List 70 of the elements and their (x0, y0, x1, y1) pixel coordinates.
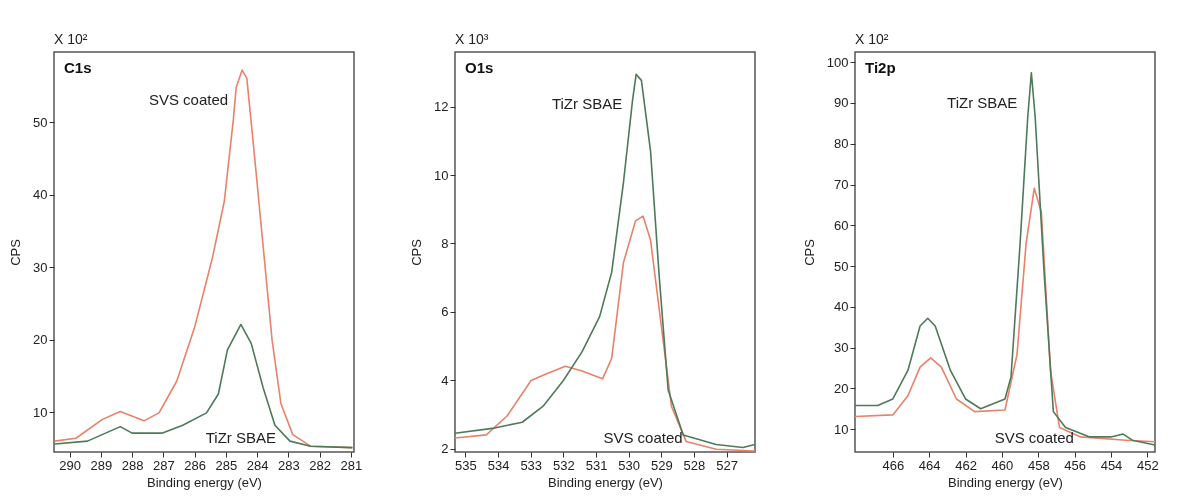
y-tick-label: 50 (33, 114, 48, 130)
x-tick-label: 458 (1027, 457, 1050, 473)
x-tick-label: 285 (215, 457, 238, 473)
y-tick-label: 12 (434, 99, 449, 115)
x-tick-label: 283 (278, 457, 300, 473)
y-tick-label: 10 (434, 167, 449, 183)
x-tick-label: 462 (955, 457, 977, 473)
chart-title: Ti2p (865, 59, 896, 76)
y-tick-label: 8 (441, 235, 449, 251)
y-tick-label: 40 (33, 187, 48, 203)
line-series (54, 323, 354, 449)
x-tick-label: 460 (991, 457, 1014, 473)
x-tick-label: 466 (882, 457, 905, 473)
series-label: TiZr SBAE (551, 95, 623, 113)
x-tick-label: 286 (184, 457, 206, 473)
x-tick-label: 452 (1137, 457, 1159, 473)
x-tick-label: 290 (59, 457, 81, 473)
y-tick-label: 80 (834, 136, 849, 152)
x-axis-title: Binding energy (eV) (948, 474, 1063, 490)
x-tick-label: 289 (90, 457, 113, 473)
y-tick-label: 50 (834, 258, 849, 274)
text: X 10² (54, 31, 88, 47)
x-tick-label: 528 (683, 457, 706, 473)
x-axis-title: Binding energy (eV) (548, 474, 663, 490)
y-tick-label: 6 (441, 304, 449, 320)
y-tick-label: 20 (834, 380, 849, 396)
y-axis-title: CPS (8, 238, 24, 266)
y-tick-label: 30 (834, 340, 849, 356)
text: O1s (465, 59, 494, 76)
y-tick-label: 4 (441, 372, 449, 388)
x-tick-label: 284 (246, 457, 269, 473)
x-tick-label: 535 (455, 457, 477, 473)
x-tick-label: 532 (553, 457, 575, 473)
y-tick-label: 90 (834, 95, 849, 111)
y-tick-label: 100 (826, 54, 849, 70)
series-label: SVS coated (148, 91, 229, 109)
x-tick-label: 282 (309, 457, 331, 473)
y-tick-label: 40 (834, 299, 849, 315)
y-tick-label: 70 (834, 177, 849, 193)
x-tick-label: 531 (585, 457, 608, 473)
series-label: SVS coated (994, 429, 1074, 446)
x-tick-label: 464 (918, 457, 941, 473)
x-tick-label: 281 (340, 457, 363, 473)
line-series (855, 187, 1155, 443)
y-tick-label: 60 (834, 217, 849, 233)
y-tick-label: 10 (33, 404, 48, 420)
series-label: TiZr SBAE (205, 429, 277, 446)
x-tick-label: 456 (1064, 457, 1086, 473)
line-series (455, 73, 755, 449)
x-tick-label: 287 (153, 457, 175, 473)
x-axis-title: Binding energy (eV) (147, 474, 262, 490)
text: X 10³ (455, 31, 489, 47)
x-tick-label: 454 (1100, 457, 1123, 473)
y-axis-title: CPS (409, 238, 425, 266)
y-tick-label: 10 (834, 421, 849, 437)
x-tick-label: 530 (618, 457, 641, 473)
x-tick-label: 529 (650, 457, 673, 473)
y-axis-title: CPS (801, 238, 817, 266)
text: X 10² (855, 31, 889, 47)
x-tick-label: 288 (121, 457, 144, 473)
y-tick-label: 2 (441, 441, 449, 457)
text: C1s (64, 59, 92, 76)
y-tick-label: 30 (33, 259, 48, 275)
series-label: TiZr SBAE (947, 93, 1018, 111)
x-tick-label: 527 (716, 457, 738, 473)
x-tick-label: 533 (520, 457, 543, 473)
y-tick-label: 20 (33, 332, 48, 348)
x-tick-label: 534 (487, 457, 510, 473)
series-label: SVS coated (603, 429, 683, 446)
line-series (455, 215, 755, 452)
